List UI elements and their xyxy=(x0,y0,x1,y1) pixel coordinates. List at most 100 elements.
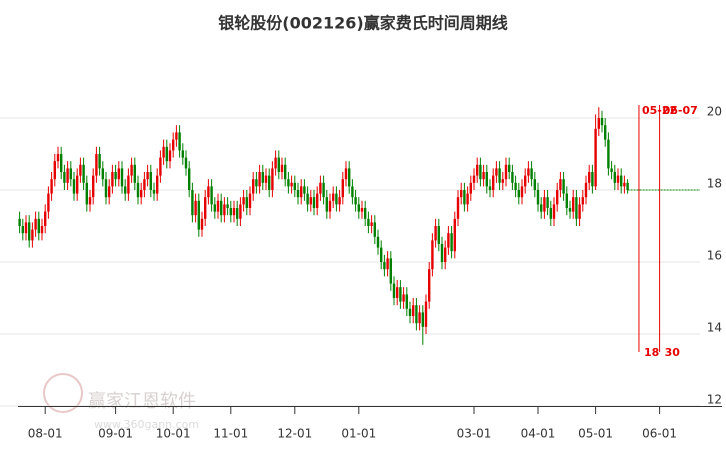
x-tick-label: 08-01 xyxy=(28,427,63,441)
candle-body xyxy=(98,154,101,169)
candle-body xyxy=(207,186,210,198)
candle-body xyxy=(245,197,248,208)
candle-body xyxy=(597,118,600,129)
candle-body xyxy=(92,175,95,198)
candle-body xyxy=(479,164,482,180)
cycle-date: 06-07 xyxy=(663,104,698,117)
candle-body xyxy=(415,305,418,324)
candle-body xyxy=(620,175,623,187)
candle-body xyxy=(28,222,31,241)
candle-body xyxy=(66,168,69,183)
candle-body xyxy=(376,236,380,248)
candle-body xyxy=(364,208,367,219)
candle-body xyxy=(293,182,296,190)
candle-body xyxy=(133,164,136,183)
candle-body xyxy=(466,193,469,205)
candle-body xyxy=(444,247,447,262)
candle-body xyxy=(117,168,120,180)
candle-body xyxy=(178,132,181,151)
candle-body xyxy=(501,179,504,183)
candle-body xyxy=(184,157,188,169)
candle-body xyxy=(447,233,450,248)
x-tick-label: 01-01 xyxy=(341,427,376,441)
candle-body xyxy=(296,190,300,198)
candle-body xyxy=(216,200,220,212)
candle-body xyxy=(76,175,79,194)
candle-body xyxy=(383,262,386,270)
candle-body xyxy=(392,283,396,298)
candle-body xyxy=(456,197,460,219)
candle-body xyxy=(565,193,568,208)
candle-body xyxy=(604,125,607,140)
candle-body xyxy=(255,179,258,187)
watermark: 赢家江恩软件 xyxy=(88,390,196,412)
candle-body xyxy=(335,193,338,205)
x-tick-label: 06-01 xyxy=(642,427,677,441)
candle-body xyxy=(399,287,402,302)
candle-body xyxy=(200,218,204,230)
candle-body xyxy=(578,204,581,219)
candle-body xyxy=(69,168,72,180)
candle-body xyxy=(88,197,92,205)
candle-body xyxy=(338,197,341,205)
candle-body xyxy=(360,208,364,212)
x-tick-label: 09-01 xyxy=(98,427,133,441)
candle-body xyxy=(405,294,408,309)
candle-body xyxy=(181,150,184,158)
candle-body xyxy=(588,172,591,183)
candle-body xyxy=(162,146,165,158)
candle-body xyxy=(453,218,456,252)
candle-body xyxy=(572,197,575,212)
candle-body xyxy=(354,197,357,205)
candle-body xyxy=(146,172,149,180)
candle-body xyxy=(79,164,82,176)
candle-body xyxy=(498,168,501,183)
candle-body xyxy=(242,197,245,205)
cycle-days: 30 xyxy=(665,346,681,359)
candle-body xyxy=(271,168,274,190)
candle-body xyxy=(21,226,24,234)
candle-body xyxy=(450,233,453,252)
candle-body xyxy=(168,150,172,162)
candle-body xyxy=(287,179,290,187)
candle-body xyxy=(264,175,268,183)
candle-body xyxy=(47,193,50,212)
candle-body xyxy=(213,204,216,212)
candle-body xyxy=(312,197,316,208)
candle-body xyxy=(319,182,322,194)
candle-body xyxy=(594,128,597,187)
candle-body xyxy=(40,226,44,234)
candle-body xyxy=(120,168,124,187)
candle-body xyxy=(332,193,335,201)
candle-body xyxy=(380,247,383,262)
candle-body xyxy=(370,222,373,226)
candle-body xyxy=(124,186,127,194)
candle-body xyxy=(248,193,252,208)
candle-body xyxy=(172,139,175,151)
candle-body xyxy=(511,172,514,183)
candle-body xyxy=(159,157,162,176)
candle-body xyxy=(226,204,229,208)
x-tick-label: 11-01 xyxy=(213,427,248,441)
candle-body xyxy=(412,305,415,316)
candle-body xyxy=(101,168,104,180)
candle-body xyxy=(575,197,578,219)
cycle-days: 18 xyxy=(644,346,659,359)
candle-body xyxy=(469,182,472,194)
candle-body xyxy=(252,179,255,194)
candle-body xyxy=(540,204,543,212)
candle-body xyxy=(584,182,588,198)
candle-body xyxy=(191,190,194,216)
candle-body xyxy=(18,218,21,226)
candle-body xyxy=(261,172,264,183)
candle-body xyxy=(581,197,584,205)
candle-body xyxy=(351,186,354,198)
candle-body xyxy=(82,164,85,183)
candle-body xyxy=(591,172,594,187)
candle-body xyxy=(476,164,479,176)
candle-body xyxy=(34,218,37,230)
candle-body xyxy=(408,308,412,316)
candle-body xyxy=(268,175,271,190)
candle-body xyxy=(533,179,536,190)
